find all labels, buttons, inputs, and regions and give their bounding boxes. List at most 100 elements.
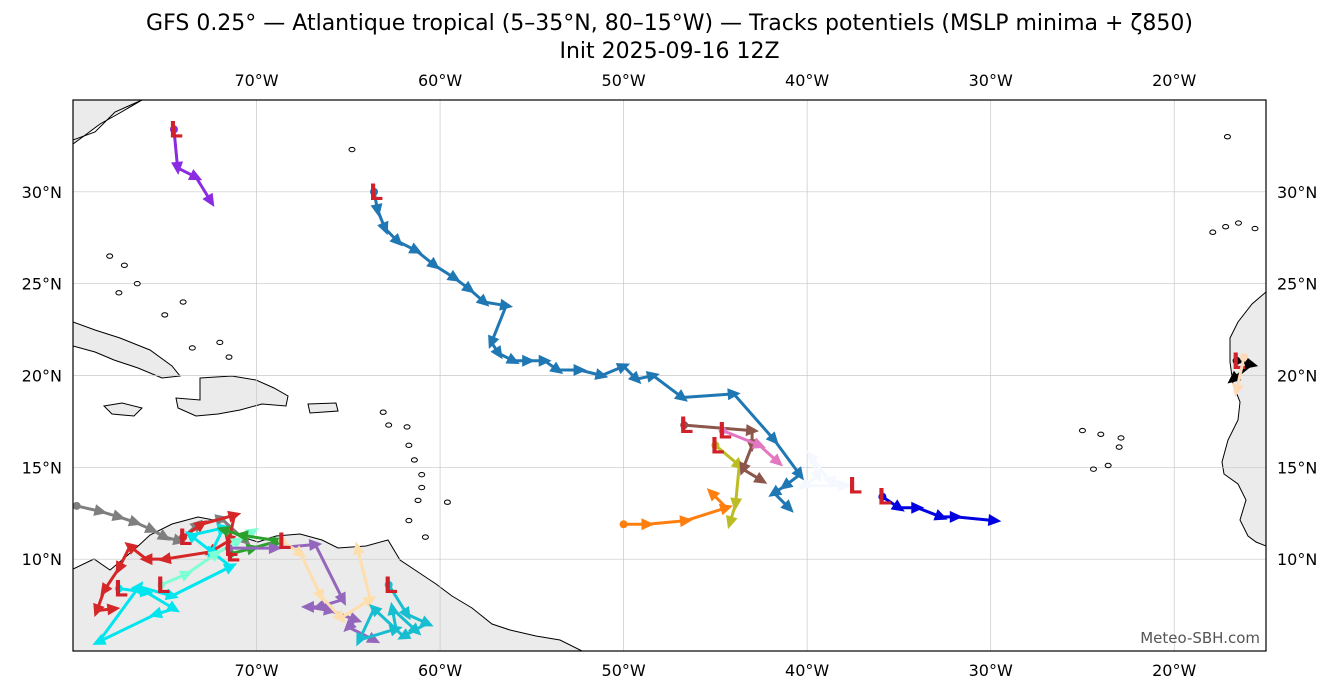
x-tick-label-bottom: 50°W xyxy=(602,661,646,680)
track-arrow-point xyxy=(911,501,925,514)
track-arrow-point xyxy=(987,514,1002,527)
y-tick-label-left: 25°N xyxy=(22,275,62,294)
track-arrow-point xyxy=(187,169,203,181)
island xyxy=(161,312,169,318)
track-start-point xyxy=(278,536,287,545)
y-tick-label-right: 10°N xyxy=(1277,550,1317,569)
low-pressure-marker: L xyxy=(384,574,398,599)
y-tick-label-right: 15°N xyxy=(1277,458,1317,477)
track-arrow-point xyxy=(165,600,180,613)
island xyxy=(403,424,411,430)
track-start-point xyxy=(157,580,166,589)
track-arrow-point xyxy=(93,504,108,516)
island xyxy=(179,299,187,305)
track-arrow-point xyxy=(368,603,383,618)
track-arrow-point xyxy=(765,431,779,446)
hispaniola-island xyxy=(175,375,289,417)
credit-label: Meteo-SBH.com xyxy=(1140,629,1260,647)
y-tick-label-left: 20°N xyxy=(22,367,62,386)
track-arrow-point xyxy=(727,388,741,401)
island xyxy=(1078,427,1086,434)
track-arrow-point xyxy=(356,631,368,647)
track-arrow-point xyxy=(370,203,383,218)
track-arrow-point xyxy=(115,560,127,575)
y-tick-label-right: 30°N xyxy=(1277,183,1317,202)
low-pressure-marker: L xyxy=(277,530,291,555)
storm-track: L xyxy=(92,523,238,645)
track-arrow-point xyxy=(398,605,411,621)
storm-track xyxy=(619,488,734,531)
storm-track: L xyxy=(710,434,745,530)
track-arrow-point xyxy=(292,545,307,558)
track-arrow-point xyxy=(100,582,113,597)
track-arrow-point xyxy=(216,525,231,538)
track-arrow-point xyxy=(739,461,751,476)
track-arrow-point xyxy=(822,475,837,488)
track-line xyxy=(714,444,741,523)
track-arrow-point xyxy=(594,368,609,380)
island xyxy=(133,280,141,287)
x-tick-label-bottom: 30°W xyxy=(969,661,1013,680)
track-arrow-point xyxy=(312,599,327,611)
island xyxy=(188,345,196,351)
storm-track: L xyxy=(169,118,215,207)
track-arrow-point xyxy=(234,530,249,543)
track-start-point xyxy=(718,426,727,435)
track-arrow-point xyxy=(490,345,503,360)
track-start-point xyxy=(114,584,123,593)
track-arrow-point xyxy=(184,531,199,544)
track-arrow-point xyxy=(949,510,963,523)
track-arrow-point xyxy=(407,622,422,636)
track-start-point xyxy=(384,580,393,589)
florida-coast xyxy=(73,100,143,141)
island xyxy=(120,262,128,268)
track-start-point xyxy=(711,441,720,450)
track-arrow-point xyxy=(522,354,536,367)
cuba-island xyxy=(73,321,181,379)
island xyxy=(405,442,413,448)
track-arrow-point xyxy=(93,602,105,618)
island xyxy=(1097,431,1105,437)
island xyxy=(1281,217,1287,221)
track-arrow-point xyxy=(157,552,172,565)
track-arrow-point xyxy=(388,624,403,637)
track-arrow-point xyxy=(753,471,768,484)
low-pressure-marker: L xyxy=(224,537,238,562)
track-arrow-point xyxy=(499,298,514,311)
track-start-point xyxy=(370,187,379,196)
track-arrow-point xyxy=(1244,357,1259,369)
track-arrow-point xyxy=(343,618,357,633)
island xyxy=(385,422,393,428)
track-arrow-point xyxy=(505,352,520,364)
y-tick-label-right: 20°N xyxy=(1277,367,1317,386)
track-start-point xyxy=(169,125,178,134)
low-pressure-marker: L xyxy=(156,574,170,599)
x-tick-label-bottom: 40°W xyxy=(785,661,829,680)
island xyxy=(1222,224,1230,230)
track-start-point xyxy=(179,533,188,542)
track-arrow-point xyxy=(323,603,337,616)
track-arrow-point xyxy=(377,220,389,236)
track-start-point xyxy=(680,421,689,430)
storm-track: L xyxy=(718,420,783,467)
island xyxy=(405,517,413,524)
track-arrow-point xyxy=(229,537,245,550)
track-arrow-point xyxy=(300,600,314,613)
track-arrow-point xyxy=(332,609,346,624)
track-arrow-point xyxy=(890,499,905,512)
track-arrow-point xyxy=(164,588,179,601)
africa-land xyxy=(1221,291,1266,547)
track-start-point xyxy=(1239,353,1248,362)
track-arrow-point xyxy=(111,509,126,521)
track-arrow-point xyxy=(726,514,738,530)
island xyxy=(1104,462,1112,469)
y-tick-label-left: 15°N xyxy=(22,458,62,477)
storm-track: L xyxy=(277,530,377,624)
track-arrow-point xyxy=(573,363,587,376)
track-arrow-point xyxy=(419,615,434,627)
island xyxy=(1089,466,1097,472)
island xyxy=(410,457,418,463)
low-pressure-marker: L xyxy=(710,434,724,459)
puerto-rico-island xyxy=(307,402,339,414)
